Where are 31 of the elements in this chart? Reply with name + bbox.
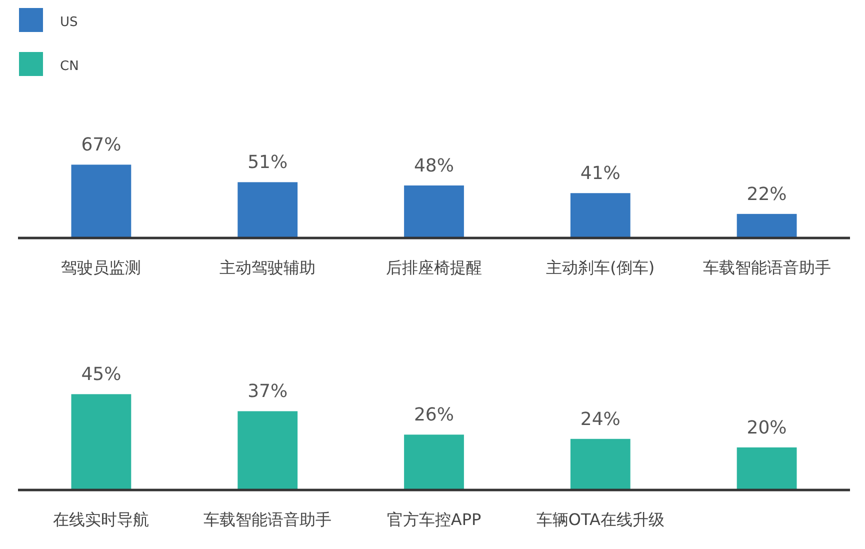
data-label: 48% xyxy=(414,155,454,176)
data-label: 22% xyxy=(746,184,787,205)
bar xyxy=(404,185,464,238)
x-tick-label: 车辆OTA在线升级 xyxy=(536,510,664,529)
x-tick-label: 车载智能语音助手 xyxy=(204,510,332,529)
x-tick-label: 主动刹车(倒车) xyxy=(546,258,655,277)
x-tick-label: 主动驾驶辅助 xyxy=(220,258,316,277)
legend-label: US xyxy=(60,15,78,30)
data-label: 24% xyxy=(580,408,620,430)
x-tick-label: 在线实时导航 xyxy=(53,510,150,529)
x-tick-label: 后排座椅提醒 xyxy=(386,258,482,277)
x-tick-label: 驾驶员监测 xyxy=(61,258,142,277)
bar xyxy=(238,411,298,490)
data-label: 41% xyxy=(580,163,620,184)
data-label: 51% xyxy=(248,152,288,174)
bar xyxy=(736,214,797,238)
bar xyxy=(570,193,630,238)
x-tick-label: 官方车控APP xyxy=(386,510,482,529)
x-tick-label: 车载智能语音助手 xyxy=(702,258,831,277)
bar xyxy=(570,438,630,490)
data-label: 20% xyxy=(746,417,787,438)
bar xyxy=(238,182,298,238)
data-label: 37% xyxy=(248,381,288,402)
data-label: 26% xyxy=(414,404,454,426)
bar xyxy=(404,434,464,490)
bar xyxy=(736,447,797,490)
bar xyxy=(71,164,132,238)
legend-label: CN xyxy=(60,59,79,74)
data-label: 67% xyxy=(81,134,122,156)
data-label: 45% xyxy=(81,364,122,386)
bar xyxy=(71,394,132,490)
